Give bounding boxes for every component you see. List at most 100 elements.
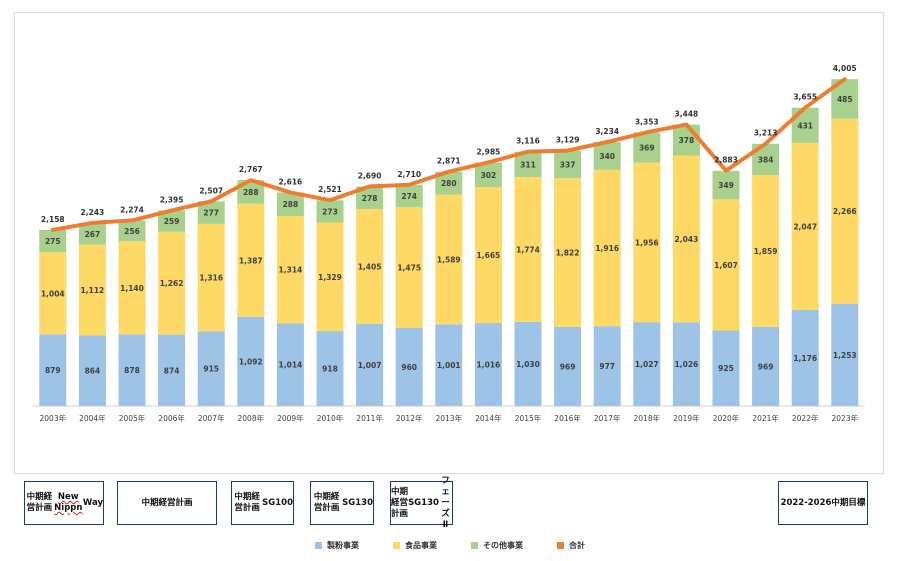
data-label-flour: 960 — [401, 363, 417, 372]
data-label-food: 1,774 — [516, 246, 540, 255]
data-label-other: 288 — [243, 188, 259, 197]
total-line — [50, 77, 847, 232]
bar-segment-other — [395, 184, 423, 208]
plan-box-line: SG100 — [262, 497, 293, 508]
bar-segment-food — [712, 199, 740, 331]
bar-segment-other — [474, 162, 502, 188]
data-label-food: 1,956 — [635, 238, 659, 247]
bar-segment-flour — [78, 335, 106, 406]
bar-segment-food — [237, 203, 265, 317]
data-label-flour: 864 — [85, 367, 101, 376]
bar-segment-other — [197, 201, 225, 224]
data-label-flour: 1,014 — [279, 361, 303, 370]
data-label-other: 340 — [599, 152, 615, 161]
legend-item-flour: 製粉事業 — [315, 538, 359, 552]
data-label-other: 384 — [758, 155, 774, 164]
legend-swatch-total — [557, 541, 564, 549]
x-tick-label: 2020年 — [713, 413, 740, 423]
total-label: 2,158 — [41, 215, 65, 224]
bar-segment-other — [633, 132, 661, 163]
x-tick-label: 2007年 — [198, 413, 225, 423]
bar-segment-food — [395, 207, 423, 328]
data-label-food: 1,314 — [279, 266, 303, 275]
x-tick-label: 2016年 — [554, 413, 581, 423]
total-label: 2,767 — [239, 165, 263, 174]
bar-segment-other — [712, 170, 740, 200]
bar-segment-other — [276, 192, 304, 216]
data-label-food: 1,140 — [120, 284, 144, 293]
x-tick-label: 2021年 — [752, 413, 779, 423]
total-label: 2,395 — [160, 196, 184, 205]
data-label-other: 275 — [45, 237, 61, 246]
bar-segment-flour — [316, 331, 344, 406]
data-label-food: 1,665 — [477, 251, 501, 260]
plan-box-line: SG130 — [342, 497, 373, 508]
total-label: 2,243 — [81, 208, 105, 217]
plan-box-line: New Nippn — [54, 492, 83, 513]
data-label-food: 1,004 — [41, 289, 65, 298]
bar-segment-other — [593, 142, 621, 170]
plan-box-line: Way — [82, 497, 103, 508]
legend-label-food: 食品事業 — [405, 540, 437, 550]
data-label-flour: 1,253 — [833, 351, 857, 360]
bar-segment-food — [118, 241, 146, 335]
bar-segment-food — [593, 169, 621, 327]
data-label-flour: 1,001 — [437, 361, 461, 370]
data-label-flour: 918 — [322, 365, 338, 374]
x-tick-label: 2023年 — [832, 413, 859, 423]
legend-item-food: 食品事業 — [393, 538, 437, 552]
data-label-food: 1,112 — [81, 286, 105, 295]
x-tick-label: 2011年 — [356, 413, 383, 423]
bar-segment-food — [435, 194, 463, 325]
bar-segment-other — [554, 150, 582, 179]
total-label: 2,883 — [714, 156, 738, 165]
data-label-food: 2,266 — [833, 207, 857, 216]
bar-segment-flour — [672, 322, 700, 406]
data-label-other: 485 — [837, 95, 853, 104]
total-label: 4,005 — [833, 64, 857, 73]
bar-segment-flour — [356, 323, 384, 406]
data-label-flour: 878 — [124, 366, 140, 375]
legend-label-flour: 製粉事業 — [327, 540, 359, 550]
bar-segment-other — [672, 124, 700, 156]
bar-segment-flour — [39, 334, 67, 406]
x-tick-label: 2014年 — [475, 413, 502, 423]
bar-segment-food — [158, 231, 186, 335]
x-tick-label: 2013年 — [436, 413, 463, 423]
stacked-bar-chart: 879 1,004 275 2003年 864 1,112 267 2004年 878 1,140… — [33, 64, 865, 423]
plan-box-line: 中期経営計画 — [26, 492, 53, 513]
legend-swatch-flour — [315, 541, 322, 549]
legend-item-total: 合計 — [557, 538, 585, 552]
bar-segment-flour — [593, 326, 621, 406]
total-label: 2,985 — [477, 147, 501, 156]
bar-segment-flour — [276, 323, 304, 406]
plan-box-sg100: 中期経営計画 SG100 — [231, 481, 294, 525]
data-label-other: 273 — [322, 207, 338, 216]
data-label-other: 274 — [401, 192, 417, 201]
total-label: 2,274 — [120, 205, 144, 214]
total-label: 3,655 — [793, 93, 817, 102]
data-label-flour: 1,092 — [239, 357, 263, 366]
total-label: 2,871 — [437, 157, 461, 166]
total-label: 2,616 — [279, 177, 303, 186]
x-tick-label: 2022年 — [792, 413, 819, 423]
total-label: 2,507 — [199, 186, 223, 195]
data-label-other: 431 — [797, 121, 813, 130]
bar-segment-food — [78, 244, 106, 336]
data-label-flour: 969 — [758, 362, 774, 371]
plan-box-line: 中期経営計画 — [234, 492, 260, 513]
bar-segment-flour — [158, 334, 186, 406]
plan-box-line: 2022-2026 — [780, 497, 832, 508]
data-label-food: 1,405 — [358, 262, 382, 271]
total-label: 3,213 — [754, 129, 778, 138]
x-tick-label: 2008年 — [238, 413, 265, 423]
data-label-flour: 1,007 — [358, 361, 382, 370]
bar-segment-flour — [197, 331, 225, 406]
data-label-flour: 977 — [599, 362, 615, 371]
x-tick-label: 2010年 — [317, 413, 344, 423]
plan-box-line: 中期経営計画 — [313, 492, 340, 513]
bar-segment-flour — [395, 327, 423, 406]
bar-segment-food — [39, 252, 67, 335]
data-label-flour: 1,026 — [675, 360, 699, 369]
data-label-other: 259 — [164, 217, 180, 226]
